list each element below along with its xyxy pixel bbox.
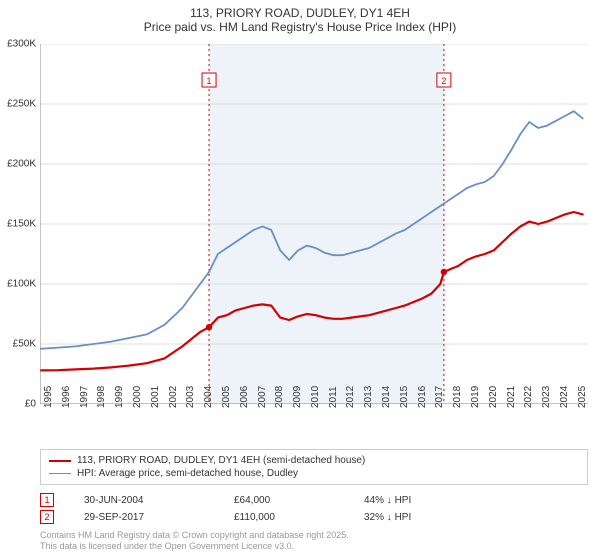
y-tick-label: £300K: [7, 39, 36, 50]
x-tick-label: 2011: [328, 386, 339, 408]
svg-text:1: 1: [207, 76, 212, 86]
x-tick-label: 2007: [257, 386, 268, 408]
x-tick-label: 2010: [310, 386, 321, 408]
x-tick-label: 2005: [221, 386, 232, 408]
x-tick-label: 2022: [523, 386, 534, 408]
x-tick-label: 2003: [185, 386, 196, 408]
marker-row: 1 30-JUN-2004£64,00044% ↓ HPI: [40, 493, 588, 507]
footer-line2: This data is licensed under the Open Gov…: [40, 541, 349, 552]
x-tick-label: 1999: [114, 386, 125, 408]
marker-delta: 32% ↓ HPI: [364, 512, 494, 523]
x-tick-label: 2000: [132, 386, 143, 408]
y-tick-label: £250K: [7, 99, 36, 110]
x-tick-label: 2014: [381, 386, 392, 408]
x-tick-label: 2017: [434, 386, 445, 408]
x-tick-label: 2008: [274, 386, 285, 408]
marker-row: 2 29-SEP-2017£110,00032% ↓ HPI: [40, 510, 588, 524]
marker-date: 29-SEP-2017: [84, 512, 234, 523]
legend-box: 113, PRIORY ROAD, DUDLEY, DY1 4EH (semi-…: [40, 449, 588, 485]
legend-swatch: [49, 473, 71, 474]
x-tick-label: 2021: [506, 386, 517, 408]
legend-item: 113, PRIORY ROAD, DUDLEY, DY1 4EH (semi-…: [49, 454, 579, 467]
x-tick-label: 1995: [43, 386, 54, 408]
x-tick-label: 2004: [203, 386, 214, 408]
marker-id-box: 2: [40, 510, 54, 524]
x-tick-label: 2023: [541, 386, 552, 408]
x-tick-label: 2009: [292, 386, 303, 408]
chart-plot-area: 12 £0£50K£100K£150K£200K£250K£300K 19951…: [40, 44, 588, 404]
x-tick-label: 2002: [168, 386, 179, 408]
chart-header: 113, PRIORY ROAD, DUDLEY, DY1 4EH Price …: [0, 0, 600, 34]
x-tick-label: 2013: [363, 386, 374, 408]
legend-label: HPI: Average price, semi-detached house,…: [77, 468, 298, 479]
x-tick-label: 2001: [150, 386, 161, 408]
legend-label: 113, PRIORY ROAD, DUDLEY, DY1 4EH (semi-…: [77, 455, 365, 466]
chart-title: 113, PRIORY ROAD, DUDLEY, DY1 4EH: [0, 6, 600, 20]
x-tick-label: 2012: [345, 386, 356, 408]
x-tick-label: 2024: [559, 386, 570, 408]
legend-item: HPI: Average price, semi-detached house,…: [49, 467, 579, 480]
chart-container: 113, PRIORY ROAD, DUDLEY, DY1 4EH Price …: [0, 0, 600, 560]
marker-date: 30-JUN-2004: [84, 495, 234, 506]
x-tick-label: 2006: [239, 386, 250, 408]
legend-swatch: [49, 460, 71, 462]
x-tick-label: 1998: [96, 386, 107, 408]
x-tick-label: 2016: [417, 386, 428, 408]
y-tick-label: £50K: [13, 339, 36, 350]
svg-text:2: 2: [441, 76, 446, 86]
marker-delta: 44% ↓ HPI: [364, 495, 494, 506]
x-tick-label: 2015: [399, 386, 410, 408]
y-tick-label: £0: [25, 399, 36, 410]
x-tick-label: 2019: [470, 386, 481, 408]
chart-svg: 12: [40, 44, 588, 404]
y-tick-label: £150K: [7, 219, 36, 230]
footer-line1: Contains HM Land Registry data © Crown c…: [40, 530, 349, 541]
y-tick-label: £100K: [7, 279, 36, 290]
footer-attribution: Contains HM Land Registry data © Crown c…: [40, 530, 349, 553]
x-tick-label: 1996: [61, 386, 72, 408]
marker-table: 1 30-JUN-2004£64,00044% ↓ HPI 2 29-SEP-2017…: [40, 490, 588, 527]
x-tick-label: 2018: [452, 386, 463, 408]
y-tick-label: £200K: [7, 159, 36, 170]
marker-price: £110,000: [234, 512, 364, 523]
marker-id-box: 1: [40, 493, 54, 507]
x-tick-label: 1997: [79, 386, 90, 408]
x-tick-label: 2020: [488, 386, 499, 408]
marker-price: £64,000: [234, 495, 364, 506]
chart-subtitle: Price paid vs. HM Land Registry's House …: [0, 20, 600, 34]
x-tick-label: 2025: [577, 386, 588, 408]
